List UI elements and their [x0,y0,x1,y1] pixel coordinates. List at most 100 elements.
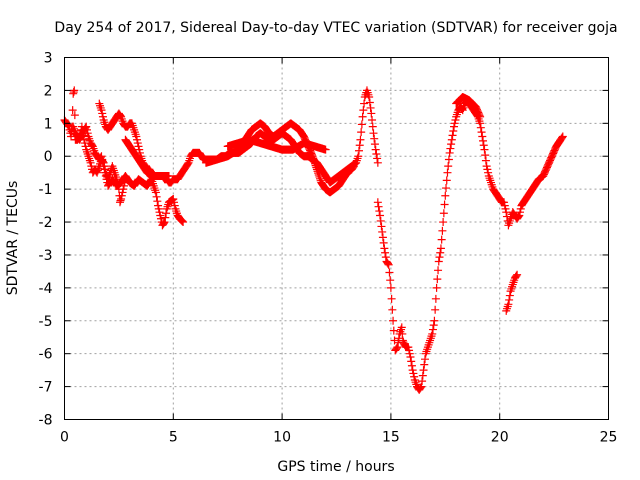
data-point [381,248,390,257]
data-point [405,346,414,355]
data-point [387,294,396,303]
data-point [365,98,374,107]
data-point [170,201,179,210]
y-tick-label: 3 [44,51,53,67]
data-point [447,140,456,149]
data-point [156,211,165,220]
y-tick-label: -4 [39,281,53,297]
data-point [429,321,438,330]
data-point [435,253,444,262]
y-tick-label: -3 [39,248,53,264]
data-point [308,152,317,161]
data-point [311,159,320,168]
data-point [87,162,96,171]
data-point [164,171,173,180]
data-point [354,146,363,155]
data-point [515,211,524,220]
data-point [366,103,375,112]
data-point [483,165,492,174]
data-point [516,208,525,217]
data-point [152,192,161,201]
data-point [449,126,458,135]
y-tick-label: 0 [44,149,53,165]
data-point [98,112,107,121]
data-point [420,355,429,364]
data-point [410,372,419,381]
data-point [373,154,382,163]
data-point [500,198,509,207]
data-point [372,150,381,159]
data-point [385,268,394,277]
data-point [117,191,126,200]
data-point [418,371,427,380]
y-tick-label: -8 [39,413,53,429]
data-point [381,253,390,262]
data-point [368,116,377,125]
y-tick-label: -2 [39,215,53,231]
data-point [442,184,451,193]
data-point [513,270,522,279]
data-point [369,129,378,138]
data-point [408,366,417,375]
data-point [179,218,188,227]
data-point [482,162,491,171]
data-point [404,343,413,352]
data-point [407,357,416,366]
data-point [132,132,141,141]
data-point [177,216,186,225]
data-point [183,159,192,168]
x-tick-label: 25 [600,430,618,446]
data-point [512,271,521,280]
data-point [419,366,428,375]
data-point [436,244,445,253]
y-tick-label: -6 [39,347,53,363]
data-point [377,222,386,231]
data-point [484,168,493,177]
plot-frame [64,57,609,420]
x-tick-label: 5 [169,430,178,446]
data-point [133,139,142,148]
data-point [162,209,171,218]
data-point [501,204,510,213]
data-point [393,343,402,352]
data-point [505,291,514,300]
data-point [476,123,485,132]
data-point [378,233,387,242]
data-point [368,122,377,131]
data-point [505,295,514,304]
data-point [154,201,163,210]
data-point [357,128,366,137]
data-point [392,344,401,353]
data-point [356,135,365,144]
data-point [475,111,484,120]
data-point [450,122,459,131]
data-point [101,168,110,177]
data-point [376,216,385,225]
data-point [354,152,363,161]
data-point [431,294,440,303]
data-point [159,219,168,228]
data-point [405,349,414,358]
data-point [558,132,567,141]
series-7 [452,92,485,121]
data-point [436,248,445,257]
data-point [349,162,358,171]
data-point [151,188,160,197]
data-point [432,283,441,292]
series-3 [121,135,173,180]
data-point [116,111,125,120]
data-point [437,235,446,244]
data-point [134,142,143,151]
data-point [161,213,170,222]
data-point [298,130,307,139]
data-point [500,201,509,210]
data-point [417,382,426,391]
series-4 [201,119,358,197]
data-point [82,125,91,134]
data-point [558,133,567,142]
data-point [312,165,321,174]
data-point [407,361,416,370]
data-point [420,360,429,369]
y-tick-label: -7 [39,380,53,396]
data-point [388,305,397,314]
